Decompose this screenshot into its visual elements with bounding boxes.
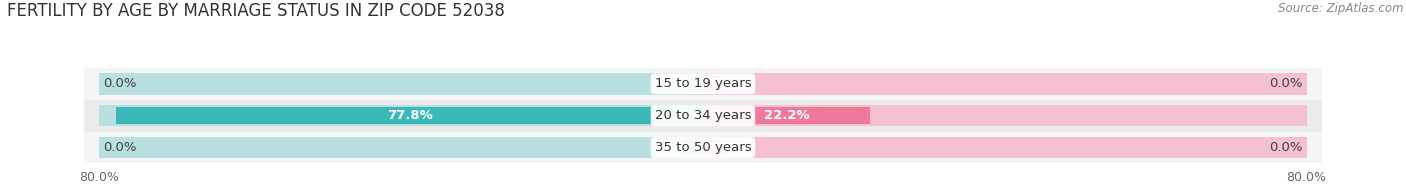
Text: 15 to 19 years: 15 to 19 years (655, 77, 751, 90)
Bar (117, 107, 703, 124)
Bar (100, 73, 703, 95)
Text: 0.0%: 0.0% (1270, 77, 1303, 90)
Bar (685, 75, 703, 92)
Bar (84, 100, 1322, 132)
Bar (685, 139, 703, 156)
Text: 77.8%: 77.8% (387, 109, 433, 122)
Text: 0.0%: 0.0% (103, 77, 136, 90)
Text: 0.0%: 0.0% (103, 141, 136, 154)
Text: 0.0%: 0.0% (1270, 141, 1303, 154)
Text: 20 to 34 years: 20 to 34 years (655, 109, 751, 122)
Text: 22.2%: 22.2% (763, 109, 810, 122)
Bar (703, 73, 1306, 95)
Bar (84, 68, 1322, 100)
Text: 35 to 50 years: 35 to 50 years (655, 141, 751, 154)
Bar (703, 105, 1306, 126)
Bar (703, 107, 870, 124)
Bar (100, 137, 703, 158)
Text: FERTILITY BY AGE BY MARRIAGE STATUS IN ZIP CODE 52038: FERTILITY BY AGE BY MARRIAGE STATUS IN Z… (7, 2, 505, 20)
Bar (100, 105, 703, 126)
Text: Source: ZipAtlas.com: Source: ZipAtlas.com (1278, 2, 1403, 15)
Bar (703, 137, 1306, 158)
Bar (703, 75, 721, 92)
Bar (84, 132, 1322, 163)
Bar (703, 139, 721, 156)
